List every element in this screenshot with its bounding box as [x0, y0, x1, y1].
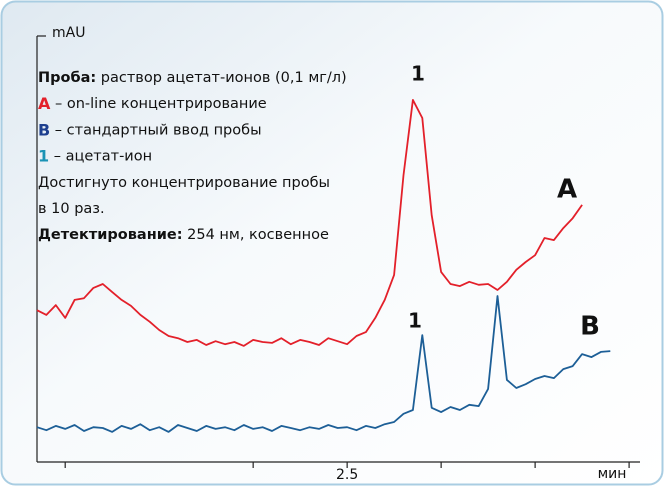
series-label: B [580, 312, 600, 342]
note-segment: в 10 раз. [38, 201, 105, 217]
note-segment: Детектирование: [38, 227, 183, 243]
x-tick-label: 2.5 [336, 467, 358, 483]
note-segment: A [38, 94, 51, 113]
note-segment: – стандартный ввод пробы [50, 122, 261, 138]
series-label: A [557, 175, 577, 205]
note-line: A – on-line концентрирование [38, 94, 267, 113]
note-segment: – ацетат-ион [49, 149, 152, 165]
note-segment: B [38, 120, 50, 139]
note-line: Проба: раствор ацетат-ионов (0,1 мг/л) [38, 70, 347, 86]
series-line [36, 295, 611, 433]
peak-label: 1 [408, 309, 422, 333]
note-line: в 10 раз. [38, 201, 105, 217]
note-segment: Достигнуто концентрирование пробы [38, 175, 330, 191]
note-line: Детектирование: 254 нм, косвенное [38, 227, 329, 243]
series-line [36, 99, 583, 347]
note-segment: 254 нм, косвенное [183, 227, 329, 243]
note-line: 1 – ацетат-ион [38, 146, 152, 165]
peak-label: 1 [411, 62, 425, 86]
note-segment: Проба: [38, 70, 96, 86]
note-line: B – стандартный ввод пробы [38, 120, 262, 139]
note-segment: – on-line концентрирование [50, 96, 266, 112]
note-line: Достигнуто концентрирование пробы [38, 175, 330, 191]
note-segment: раствор ацетат-ионов (0,1 мг/л) [96, 70, 347, 86]
y-axis-label: mAU [52, 25, 85, 41]
note-segment: 1 [38, 146, 49, 165]
x-axis-label: мин [598, 466, 627, 482]
